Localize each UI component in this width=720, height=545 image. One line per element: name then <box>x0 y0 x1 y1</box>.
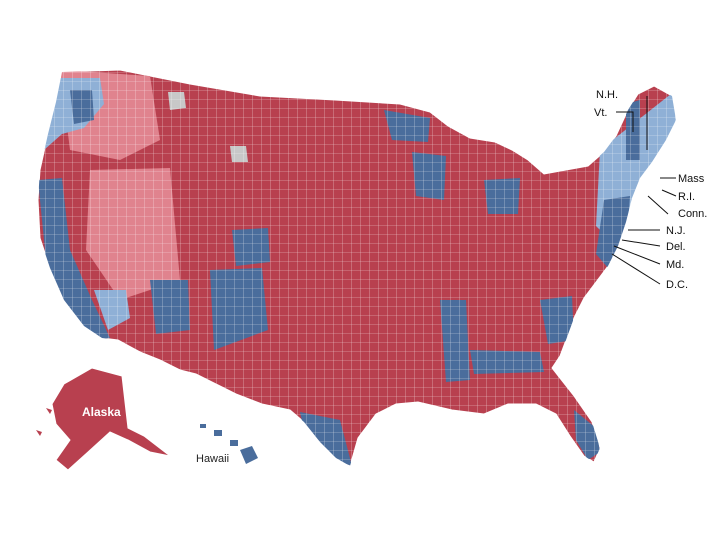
callout-mass: Mass <box>678 173 705 185</box>
callout-line-del <box>621 239 661 247</box>
callout-del: Del. <box>666 241 686 253</box>
callout-line-conn <box>647 195 669 215</box>
alaska-label: Alaska <box>82 405 121 419</box>
hawaii-islands <box>200 424 258 464</box>
alaska-shape <box>51 367 171 471</box>
callout-line-md <box>613 245 661 265</box>
callout-vt: Vt. <box>594 107 607 119</box>
callout-dc: D.C. <box>666 279 688 291</box>
alaska: Alaska <box>36 367 171 471</box>
callout-nh: N.H. <box>596 89 618 101</box>
callout-md: Md. <box>666 259 684 271</box>
hawaii: Hawaii <box>196 424 258 465</box>
callout-line-ri <box>661 189 677 197</box>
callout-nj: N.J. <box>666 225 686 237</box>
callout-line-dc <box>611 253 661 285</box>
northeast-callouts: N.H. Vt. Mass R.I. Conn. N.J. Del. Md. D… <box>594 89 707 291</box>
callout-line-vt <box>616 111 634 132</box>
callout-conn: Conn. <box>678 208 707 220</box>
hawaii-label: Hawaii <box>196 453 229 465</box>
alaska-islands <box>36 408 52 436</box>
callout-ri: R.I. <box>678 191 695 203</box>
